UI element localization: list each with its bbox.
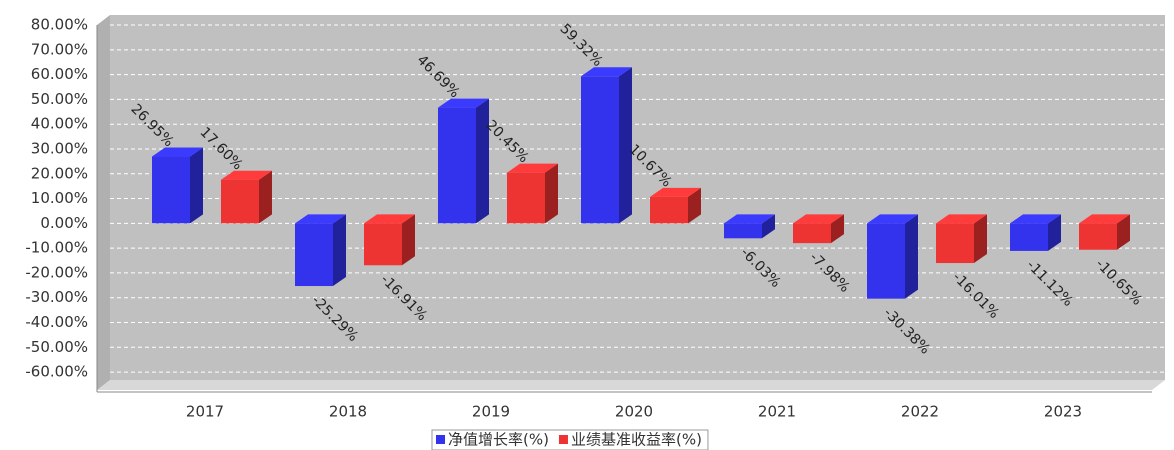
bar-top: [507, 163, 558, 173]
bar: [438, 98, 489, 224]
bar-top: [295, 214, 346, 224]
bar: [867, 214, 918, 299]
bar-front: [295, 223, 333, 287]
bar-top: [724, 214, 775, 224]
bar-side: [545, 163, 558, 224]
y-tick-label: -30.00%: [25, 288, 88, 306]
bar-side: [333, 214, 346, 287]
bar-side: [476, 98, 489, 224]
bar-front: [867, 223, 905, 299]
bar-front: [581, 76, 619, 224]
bar-top: [650, 187, 701, 197]
bar-front: [793, 223, 831, 244]
bar: [650, 187, 701, 224]
bar-top: [438, 98, 489, 108]
legend-swatch: [436, 435, 445, 444]
bar: [936, 214, 987, 264]
bar-top: [221, 170, 272, 180]
x-tick-label: 2022: [901, 403, 939, 421]
y-tick-label: 50.00%: [31, 90, 88, 108]
bar-front: [507, 172, 545, 224]
y-tick-label: 70.00%: [31, 40, 88, 58]
bar: [793, 214, 844, 244]
bar-top: [793, 214, 844, 224]
bar-front: [1010, 223, 1048, 251]
legend-box: [431, 429, 709, 450]
side-wall: [97, 15, 110, 390]
bar-front: [152, 156, 190, 224]
bar-side: [190, 147, 203, 224]
bar-side: [688, 187, 701, 224]
y-tick-label: 0.00%: [40, 214, 88, 232]
bar: [364, 214, 415, 266]
bar-side: [259, 170, 272, 224]
y-tick-label: -50.00%: [25, 338, 88, 356]
floor: [97, 380, 1165, 390]
x-tick-label: 2023: [1044, 403, 1082, 421]
bar-side: [1048, 214, 1061, 251]
bar-front: [1079, 223, 1117, 250]
bar-front: [650, 196, 688, 224]
bar-top: [581, 67, 632, 77]
y-tick-label: 40.00%: [31, 115, 88, 133]
plot-wall: [110, 15, 1165, 380]
y-tick-label: -20.00%: [25, 263, 88, 281]
bar-top: [867, 214, 918, 224]
bar-side: [974, 214, 987, 264]
y-tick-label: 30.00%: [31, 139, 88, 157]
legend-swatch: [558, 435, 568, 444]
bar-top: [152, 147, 203, 157]
bar-side: [1117, 214, 1130, 250]
y-tick-label: 20.00%: [31, 164, 88, 182]
y-tick-label: 60.00%: [31, 65, 88, 83]
x-tick-label: 2021: [758, 403, 796, 421]
bar-top: [1010, 214, 1061, 224]
x-tick-label: 2017: [186, 403, 224, 421]
bar: [724, 214, 775, 239]
bar-front: [221, 179, 259, 224]
bar: [581, 67, 632, 224]
y-tick-label: -40.00%: [25, 313, 88, 331]
y-tick-label: 10.00%: [31, 189, 88, 207]
bar: [1079, 214, 1130, 250]
bar: [1010, 214, 1061, 251]
y-tick-label: 80.00%: [31, 16, 88, 34]
legend-label: 业绩基准收益率(%): [571, 431, 702, 449]
bar-side: [831, 214, 844, 244]
bar-side: [762, 214, 775, 239]
bar-front: [364, 223, 402, 266]
legend-label: 净值增长率(%): [448, 431, 549, 449]
x-tick-label: 2020: [615, 403, 653, 421]
bar-side: [905, 214, 918, 299]
x-tick-label: 2019: [472, 403, 510, 421]
bar: [507, 163, 558, 224]
bar-front: [936, 223, 974, 264]
y-tick-label: -60.00%: [25, 363, 88, 381]
bar-top: [936, 214, 987, 224]
x-tick-label: 2018: [329, 403, 367, 421]
bar-front: [724, 223, 762, 239]
y-tick-label: -10.00%: [25, 239, 88, 257]
bar-top: [364, 214, 415, 224]
bar-side: [402, 214, 415, 266]
bar: [221, 170, 272, 224]
bar: [295, 214, 346, 287]
bar: [152, 147, 203, 224]
bar-top: [1079, 214, 1130, 224]
bar-front: [438, 107, 476, 224]
bar-side: [619, 67, 632, 224]
